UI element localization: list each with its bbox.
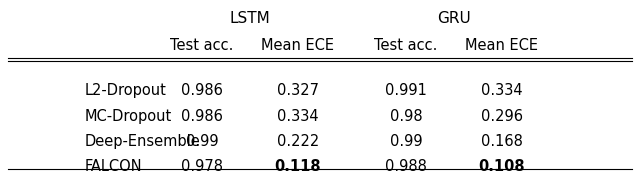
Text: 0.222: 0.222 — [276, 134, 319, 149]
Text: 0.334: 0.334 — [277, 109, 319, 124]
Text: GRU: GRU — [437, 11, 470, 26]
Text: 0.986: 0.986 — [181, 109, 223, 124]
Text: 0.327: 0.327 — [276, 83, 319, 98]
Text: Deep-Ensemble: Deep-Ensemble — [84, 134, 200, 149]
Text: 0.334: 0.334 — [481, 83, 522, 98]
Text: L2-Dropout: L2-Dropout — [84, 83, 166, 98]
Text: 0.118: 0.118 — [275, 159, 321, 174]
Text: 0.99: 0.99 — [186, 134, 218, 149]
Text: Test acc.: Test acc. — [170, 38, 234, 53]
Text: 0.988: 0.988 — [385, 159, 427, 174]
Text: 0.98: 0.98 — [390, 109, 422, 124]
Text: 0.986: 0.986 — [181, 83, 223, 98]
Text: 0.991: 0.991 — [385, 83, 427, 98]
Text: FALCON: FALCON — [84, 159, 142, 174]
Text: LSTM: LSTM — [230, 11, 270, 26]
Text: Test acc.: Test acc. — [374, 38, 438, 53]
Text: Mean ECE: Mean ECE — [261, 38, 334, 53]
Text: 0.296: 0.296 — [481, 109, 523, 124]
Text: 0.978: 0.978 — [181, 159, 223, 174]
Text: 0.99: 0.99 — [390, 134, 422, 149]
Text: MC-Dropout: MC-Dropout — [84, 109, 172, 124]
Text: Mean ECE: Mean ECE — [465, 38, 538, 53]
Text: 0.108: 0.108 — [478, 159, 525, 174]
Text: 0.168: 0.168 — [481, 134, 522, 149]
